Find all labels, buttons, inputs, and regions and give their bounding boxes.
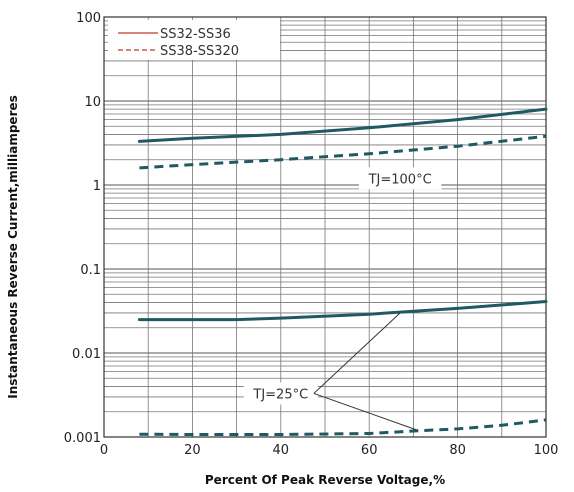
x-tick-labels: 0 20 40 60 80 100 xyxy=(100,443,559,458)
annotation-group: TJ=100°C TJ=25°C xyxy=(243,167,442,431)
annotation-leader xyxy=(313,392,418,431)
y-tick-label: 1 xyxy=(93,179,101,194)
series-line xyxy=(137,300,548,322)
plot-border xyxy=(103,16,547,438)
x-tick-label: 20 xyxy=(184,443,201,458)
x-tick-label: 0 xyxy=(100,443,108,458)
x-axis-title: Percent Of Peak Reverse Voltage,% xyxy=(205,473,445,487)
grid-lines xyxy=(103,17,547,438)
y-tick-label: 0.001 xyxy=(64,431,101,446)
legend-entry: SS38-SS320 xyxy=(160,44,239,59)
y-tick-label: 10 xyxy=(84,95,101,110)
y-tick-label: 0.1 xyxy=(80,263,101,278)
x-tick-label: 80 xyxy=(449,443,466,458)
legend: SS32-SS36 SS38-SS320 xyxy=(108,20,280,60)
series-line xyxy=(137,107,548,143)
annotation-label: TJ=100°C xyxy=(368,172,432,187)
x-tick-label: 40 xyxy=(273,443,290,458)
y-tick-labels: 0.001 0.01 0.1 1 10 100 xyxy=(64,11,101,446)
annotation-leader xyxy=(313,312,401,394)
plot-frame xyxy=(103,16,547,438)
legend-box xyxy=(108,20,280,60)
series-line xyxy=(139,134,547,170)
series-line xyxy=(139,418,547,436)
y-axis-title: Instantaneous Reverse Current,milliamper… xyxy=(6,95,20,399)
annotation-box xyxy=(358,167,442,190)
series-group xyxy=(137,107,548,436)
x-tick-label: 100 xyxy=(534,443,559,458)
y-tick-label: 100 xyxy=(76,11,101,26)
x-tick-label: 60 xyxy=(361,443,378,458)
legend-entry: SS32-SS36 xyxy=(160,27,231,42)
annotation-label: TJ=25°C xyxy=(252,387,308,402)
annotation-box xyxy=(243,382,318,405)
y-tick-label: 0.01 xyxy=(72,347,101,362)
